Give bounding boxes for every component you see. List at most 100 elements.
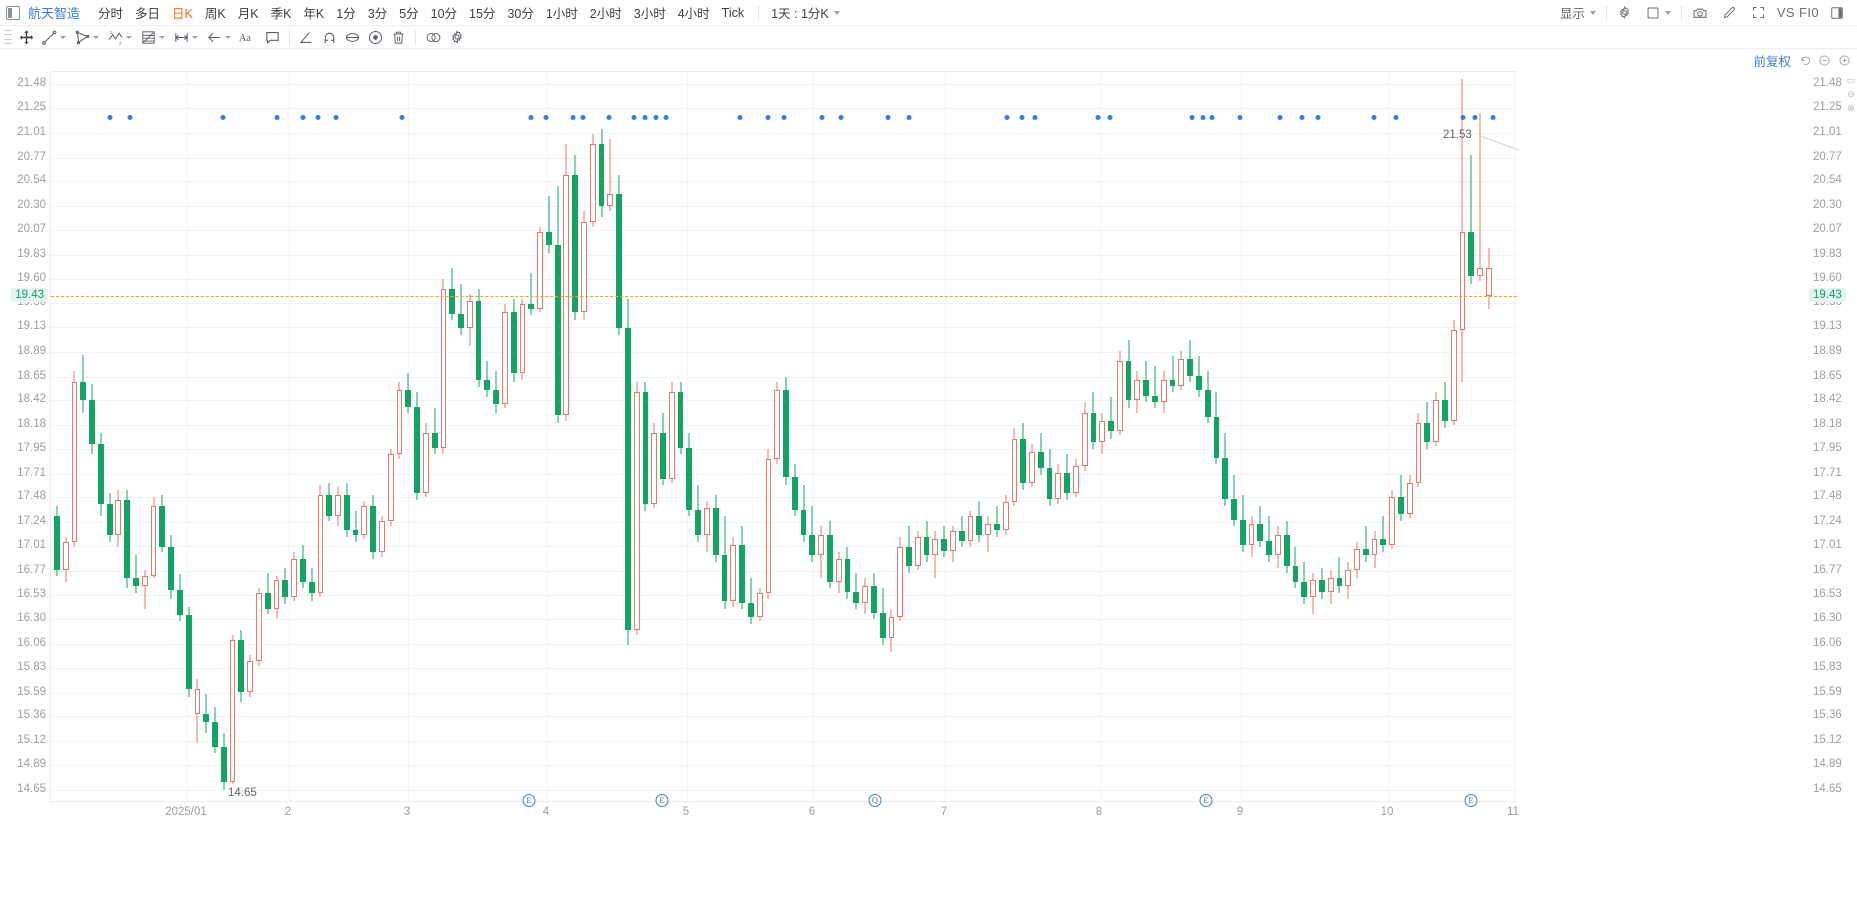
fullscreen-icon[interactable] [1744,2,1773,24]
timeframe-8[interactable]: 3分 [367,7,388,21]
news-dot-17[interactable] [737,115,743,120]
timeframe-16[interactable]: 4小时 [677,7,710,21]
display-settings-button[interactable]: 显示 [1553,2,1603,24]
news-dot-13[interactable] [631,115,637,120]
news-dot-16[interactable] [663,115,669,120]
lock-dot-icon[interactable] [364,27,387,48]
chevron-down-icon[interactable] [159,35,165,39]
price-axis-right[interactable]: 21.48 21.25 21.01 20.77 20.54 20.30 20.07 19.83… [1807,71,1857,801]
news-dot-12[interactable] [606,115,612,120]
angle-icon[interactable] [295,27,318,48]
visibility-hide-icon[interactable] [341,27,364,48]
news-dot-30[interactable] [1200,115,1206,120]
event-badge-1[interactable]: E [655,794,669,807]
wave-pattern-icon[interactable]: 1 2 [104,27,137,48]
close-icon[interactable]: ⊗ [1847,103,1855,113]
text-tool-icon[interactable]: Aa [236,27,261,48]
pencil-icon[interactable] [1715,2,1744,24]
news-dot-2[interactable] [220,115,226,120]
event-badge-4[interactable]: E [1464,794,1478,807]
news-dot-33[interactable] [1277,115,1283,120]
timeframe-12[interactable]: 30分 [507,7,534,21]
news-dot-0[interactable] [107,115,113,120]
arrow-mark-icon[interactable] [203,27,236,48]
undo-icon[interactable] [1798,54,1811,67]
news-dot-9[interactable] [543,115,549,120]
news-dot-38[interactable] [1460,115,1466,120]
period-selector[interactable]: 1天 : 1分K [767,3,844,22]
news-dot-28[interactable] [1107,115,1113,120]
gear-icon[interactable] [1610,2,1639,24]
settings-gear-icon[interactable] [446,27,468,48]
news-dot-27[interactable] [1095,115,1101,120]
news-dot-20[interactable] [819,115,825,120]
timeframe-13[interactable]: 1小时 [545,7,578,21]
timeframe-15[interactable]: 3小时 [633,7,666,21]
news-dot-40[interactable] [1490,115,1496,120]
news-dot-34[interactable] [1299,115,1305,120]
measure-range-icon[interactable] [170,27,203,48]
timeframe-10[interactable]: 10分 [430,7,458,21]
chevron-down-icon[interactable] [126,35,132,39]
timeframe-2[interactable]: 日K [172,7,193,21]
event-badge-0[interactable]: E [522,794,536,807]
news-dot-1[interactable] [127,115,133,120]
zoom-out-icon[interactable] [1818,54,1831,67]
chevron-down-icon[interactable] [192,35,198,39]
news-dot-7[interactable] [399,115,405,120]
trend-line-icon[interactable] [38,27,71,48]
news-dot-8[interactable] [528,115,534,120]
timeframe-17[interactable]: Tick [721,5,745,20]
news-dot-25[interactable] [1019,115,1025,120]
news-dot-15[interactable] [653,115,659,120]
timeframe-9[interactable]: 5分 [399,7,419,21]
news-dot-4[interactable] [300,115,306,120]
layout-square-icon[interactable] [1639,2,1678,24]
price-axis-left[interactable]: 21.48 21.25 21.01 20.77 20.54 20.30 20.07 19.83… [0,71,50,801]
chevron-down-icon[interactable] [60,35,66,39]
news-dot-32[interactable] [1237,115,1243,120]
timeframe-14[interactable]: 2小时 [589,7,622,21]
minus-icon[interactable]: ⊖ [1847,89,1855,99]
crosshair-move-icon[interactable] [15,27,38,48]
event-badge-2[interactable]: Q [868,794,882,807]
news-dot-31[interactable] [1209,115,1215,120]
chevron-down-icon[interactable] [225,35,231,39]
comment-bubble-icon[interactable] [261,27,284,48]
news-dot-37[interactable] [1393,115,1399,120]
news-dot-39[interactable] [1472,115,1478,120]
news-dot-23[interactable] [906,115,912,120]
news-dot-29[interactable] [1189,115,1195,120]
timeframe-1[interactable]: 多日 [135,7,161,21]
timeframe-5[interactable]: 季K [270,7,292,21]
news-dot-14[interactable] [642,115,648,120]
timeframe-3[interactable]: 周K [204,7,226,21]
news-dot-22[interactable] [885,115,891,120]
trash-icon[interactable] [387,27,410,48]
chevron-down-icon[interactable] [93,35,99,39]
news-dot-11[interactable] [580,115,586,120]
vs-label[interactable]: VS FI0 [1776,5,1819,20]
fib-retracement-icon[interactable] [137,27,170,48]
timeframe-0[interactable]: 分时 [98,7,124,21]
price-plot-area[interactable] [50,71,1517,801]
news-dot-35[interactable] [1315,115,1321,120]
news-dot-26[interactable] [1032,115,1038,120]
timeframe-11[interactable]: 15分 [469,7,496,21]
timeframe-6[interactable]: 年K [303,7,325,21]
adjust-mode-button[interactable]: 前复权 [1753,54,1791,69]
date-axis[interactable]: 2025/01 2 3 4 5 6 7 8 9 10 11 [50,801,1519,825]
magnet-icon[interactable] [318,27,341,48]
news-dot-10[interactable] [570,115,576,120]
news-dot-21[interactable] [838,115,844,120]
news-dot-24[interactable] [1004,115,1010,120]
news-dot-18[interactable] [765,115,771,120]
news-dot-19[interactable] [781,115,787,120]
event-badge-3[interactable]: E [1199,794,1213,807]
camera-icon[interactable] [1685,2,1715,24]
right-panel-icon[interactable] [1823,2,1851,24]
zoom-in-icon[interactable] [1838,54,1851,67]
timeframe-4[interactable]: 月K [237,7,259,21]
timeframe-7[interactable]: 1分 [336,7,356,21]
news-dot-36[interactable] [1371,115,1377,120]
